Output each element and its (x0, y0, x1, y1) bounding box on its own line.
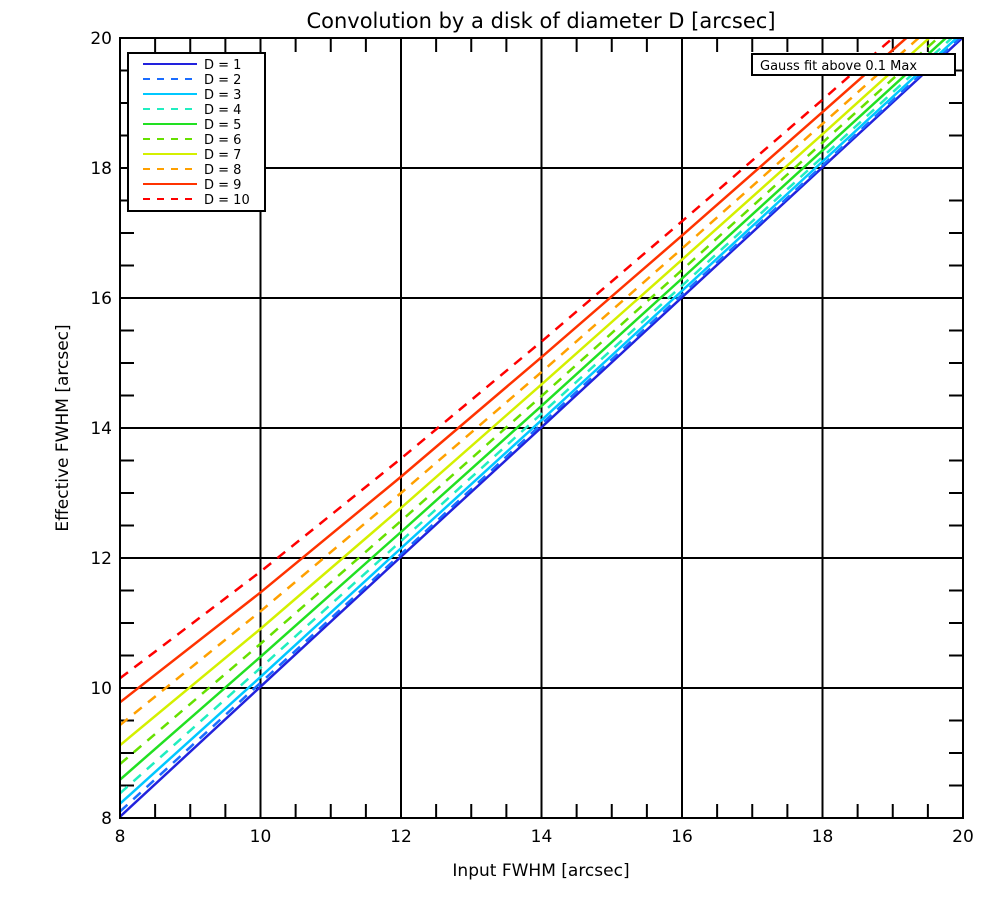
y-tick-label: 8 (101, 809, 112, 829)
y-tick-label: 18 (90, 159, 112, 179)
series-line-d1 (120, 38, 963, 818)
annotation-text: Gauss fit above 0.1 Max (760, 59, 917, 74)
x-tick-label: 10 (250, 827, 272, 847)
x-tick-label: 20 (952, 827, 974, 847)
chart-title: Convolution by a disk of diameter D [arc… (306, 9, 775, 33)
series-line-d7 (120, 38, 932, 747)
legend-label: D = 1 (204, 58, 241, 73)
y-tick-label: 10 (90, 679, 112, 699)
series-line-d2 (120, 38, 963, 813)
series-line-d6 (120, 38, 940, 765)
legend-label: D = 7 (204, 148, 241, 163)
x-tick-label: 12 (390, 827, 412, 847)
legend-label: D = 2 (204, 73, 241, 88)
series-lines (120, 38, 963, 818)
legend: D = 1D = 2D = 3D = 4D = 5D = 6D = 7D = 8… (127, 52, 266, 212)
y-tick-label: 12 (90, 549, 112, 569)
plot-frame (119, 37, 964, 819)
y-axis-label: Effective FWHM [arcsec] (53, 324, 73, 531)
series-line-d8 (120, 38, 921, 727)
series-line-d5 (120, 38, 948, 781)
legend-label: D = 9 (204, 178, 241, 193)
y-tick-label: 20 (90, 29, 112, 49)
series-line-d3 (120, 38, 959, 805)
x-tick-label: 8 (115, 827, 126, 847)
ticks (119, 37, 964, 819)
series-line-d4 (120, 38, 954, 795)
legend-label: D = 4 (204, 103, 241, 118)
x-tick-label: 16 (671, 827, 693, 847)
legend-label: D = 5 (204, 118, 241, 133)
x-axis-label: Input FWHM [arcsec] (452, 861, 629, 881)
legend-box (127, 52, 266, 212)
series-line-d9 (120, 38, 909, 704)
y-tick-label: 14 (90, 419, 112, 439)
x-tick-label: 14 (531, 827, 553, 847)
x-tick-label: 18 (812, 827, 834, 847)
legend-label: D = 10 (204, 193, 250, 208)
legend-label: D = 6 (204, 133, 241, 148)
legend-label: D = 8 (204, 163, 241, 178)
tick-labels: 8 10 12 14 16 18 20 8 10 12 14 16 18 20 (90, 29, 973, 847)
annotation-box: Gauss fit above 0.1 Max (751, 53, 956, 76)
y-tick-label: 16 (90, 289, 112, 309)
legend-label: D = 3 (204, 88, 241, 103)
